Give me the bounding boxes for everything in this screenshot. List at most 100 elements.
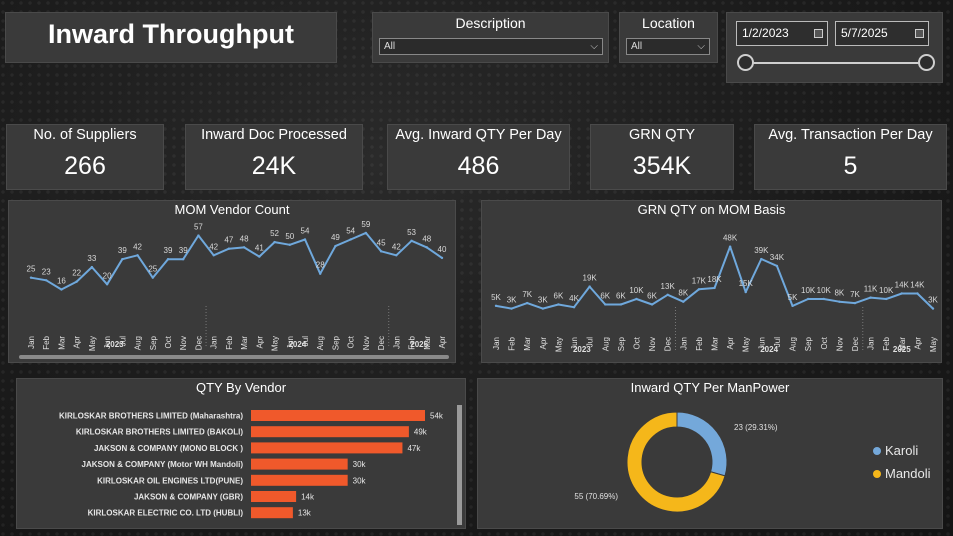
vendor-count-chart: MOM Vendor Count 25 Jan 23 Feb 16 Mar 22 Apr 33 M…	[8, 200, 456, 363]
category-label: KIRLOSKAR OIL ENGINES LTD(PUNE)	[97, 476, 243, 485]
manpower-donut-svg: 23 (29.31%) 55 (70.69%)	[574, 411, 778, 513]
data-point	[136, 254, 139, 257]
kpi-value: 266	[64, 152, 106, 180]
location-dropdown[interactable]: All ⌵	[626, 38, 710, 55]
slice-label: 23 (29.31%)	[734, 423, 778, 432]
data-label: 6K	[616, 291, 626, 300]
data-point	[744, 290, 747, 294]
data-label: 10K	[817, 286, 832, 295]
x-tick-label: Jul	[301, 336, 310, 346]
data-label: 16	[57, 277, 66, 286]
data-point	[75, 280, 78, 283]
data-label: 40	[438, 245, 447, 254]
data-point	[791, 304, 794, 308]
year-label: 2025	[893, 345, 911, 354]
data-point	[526, 301, 529, 305]
data-label: 57	[194, 223, 203, 232]
data-label: 3K	[538, 296, 548, 305]
donut-slice-karoli	[676, 411, 728, 477]
data-point	[931, 307, 935, 310]
data-label: 49	[331, 233, 340, 242]
data-label: 10K	[801, 286, 816, 295]
data-point	[760, 257, 763, 261]
legend-label: Karoli	[885, 443, 919, 458]
x-tick-label: Apr	[73, 336, 82, 349]
data-label: 6K	[554, 291, 564, 300]
data-label: 28	[316, 261, 325, 270]
x-tick-label: Dec	[194, 336, 203, 350]
calendar-icon[interactable]	[814, 29, 823, 38]
data-point	[775, 264, 779, 268]
data-point	[650, 303, 654, 306]
x-tick-label: Feb	[225, 335, 234, 349]
data-label: 54k	[430, 412, 444, 421]
data-point	[303, 238, 307, 241]
start-date-value: 1/2/2023	[742, 26, 789, 40]
data-point	[45, 279, 48, 282]
location-slicer: Location All ⌵	[619, 12, 718, 63]
kpi-value: 354K	[632, 152, 692, 180]
legend-item-karoli[interactable]: Karoli	[873, 443, 918, 458]
x-tick-label: Feb	[42, 335, 51, 349]
x-tick-label: Jun	[757, 337, 766, 350]
kpi-value: 486	[457, 152, 500, 180]
data-label: 59	[361, 220, 370, 229]
page-title: Inward Throughput	[48, 19, 294, 49]
x-tick-label: May	[742, 337, 751, 352]
data-point	[334, 244, 337, 248]
start-date-input[interactable]: 1/2/2023	[736, 21, 828, 46]
chart-title: Inward QTY Per ManPower	[630, 380, 790, 395]
x-tick-label: Nov	[648, 337, 657, 351]
x-tick-label: Mar	[711, 337, 720, 351]
x-tick-label: Sep	[804, 336, 813, 351]
data-label: 47	[224, 236, 233, 245]
end-date-input[interactable]: 5/7/2025	[835, 21, 929, 46]
bar	[251, 491, 297, 502]
legend-dot	[873, 470, 881, 478]
data-point	[557, 303, 560, 306]
data-point	[410, 239, 413, 242]
x-tick-label: Nov	[835, 337, 844, 351]
x-tick-label: Dec	[851, 337, 860, 351]
date-slider-end-handle[interactable]	[918, 54, 935, 71]
description-value: All	[384, 41, 396, 52]
data-label: 6K	[647, 291, 657, 300]
x-tick-label: Apr	[255, 336, 264, 349]
grn-qty-svg: 5K Jan 3K Feb 7K Mar 3K Apr 6K May 4K Jun 19K Jul 6K Au…	[491, 234, 938, 354]
data-label: 20	[103, 271, 112, 280]
x-tick-label: Nov	[362, 336, 371, 350]
x-tick-label: Jan	[679, 337, 688, 350]
data-point	[900, 292, 903, 295]
x-tick-label: Nov	[179, 336, 188, 350]
kpi-label: Avg. Transaction Per Day	[768, 127, 933, 143]
data-point	[364, 231, 368, 235]
kpi-value: 24K	[251, 152, 297, 180]
data-label: 3K	[928, 296, 938, 305]
date-slider-start-handle[interactable]	[737, 54, 754, 71]
manpower-donut-chart: Inward QTY Per ManPower 23 (29.31%) 55 (7…	[477, 378, 943, 529]
description-dropdown[interactable]: All ⌵	[379, 38, 603, 55]
data-point	[869, 296, 872, 299]
data-point	[604, 303, 607, 306]
x-tick-label: Mar	[523, 337, 532, 351]
data-point	[884, 297, 888, 301]
kpi-label: No. of Suppliers	[33, 127, 137, 143]
x-tick-label: Jun	[570, 337, 579, 350]
x-tick-label: Feb	[408, 335, 417, 349]
data-label: 48	[422, 234, 431, 243]
data-label: 45	[377, 238, 386, 247]
data-label: 25	[148, 265, 157, 274]
data-point	[197, 234, 200, 237]
legend-item-mandoli[interactable]: Mandoli	[873, 466, 931, 481]
data-point	[227, 247, 231, 250]
data-label: 42	[133, 242, 142, 251]
data-label: 54	[301, 226, 310, 235]
data-point	[319, 272, 322, 275]
data-point	[682, 300, 685, 303]
calendar-icon[interactable]	[915, 29, 924, 38]
data-point	[666, 293, 669, 297]
data-point	[838, 300, 841, 303]
date-slider-track[interactable]	[744, 62, 928, 64]
data-point	[806, 297, 810, 301]
description-label: Description	[455, 15, 526, 31]
